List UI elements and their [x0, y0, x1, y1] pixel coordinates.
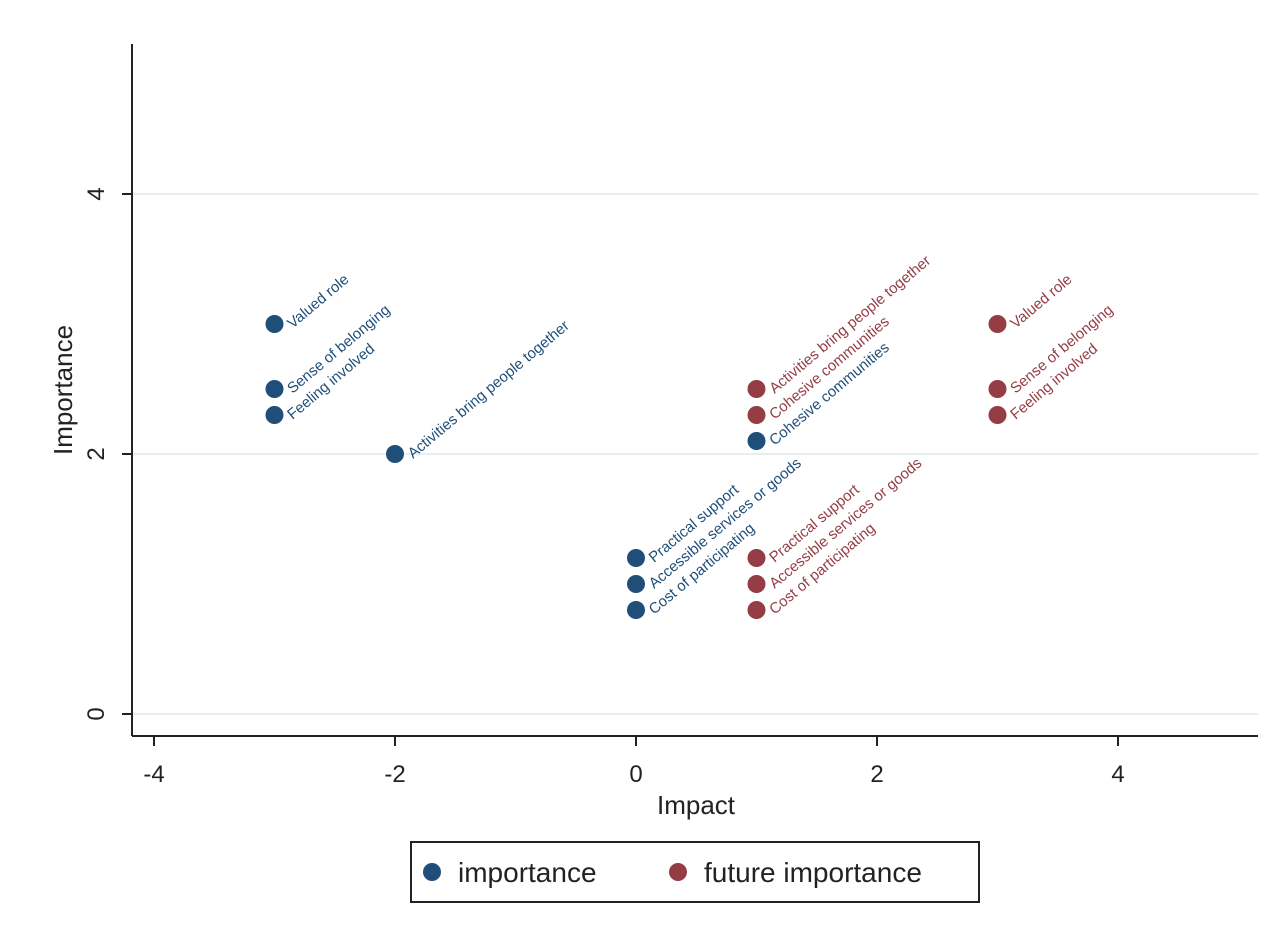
data-point	[627, 601, 645, 619]
data-point	[988, 315, 1007, 333]
data-point	[747, 406, 766, 424]
legend-marker-future-importance	[669, 863, 687, 881]
legend-box	[410, 841, 980, 903]
legend-marker-importance	[423, 863, 441, 881]
gridlines	[132, 193, 1258, 715]
data-point	[627, 549, 645, 567]
data-point	[988, 406, 1007, 424]
y-tick-label: 2	[83, 447, 110, 460]
x-axis-title: Impact	[657, 790, 736, 820]
data-point	[747, 575, 766, 593]
data-point	[747, 380, 766, 398]
data-point	[988, 380, 1007, 398]
legend-label-future-importance: future importance	[704, 857, 922, 888]
data-point	[747, 601, 766, 619]
data-point	[265, 406, 284, 424]
x-tick-label: -2	[384, 761, 405, 788]
ticks: 0 2 4 -4 -2 0 2 4	[83, 187, 1125, 788]
data-point	[386, 445, 404, 463]
legend-label-importance: importance	[458, 857, 597, 888]
legend: importance future importance	[410, 841, 980, 903]
data-point	[265, 315, 284, 333]
x-tick-label: 2	[870, 761, 883, 788]
x-tick-label: 4	[1111, 761, 1124, 788]
y-tick-label: 4	[83, 187, 110, 200]
x-tick-label: 0	[629, 761, 642, 788]
y-axis-title: Importance	[48, 325, 78, 455]
data-point	[747, 432, 766, 450]
axes	[131, 44, 1258, 737]
y-tick-label: 0	[83, 707, 110, 720]
x-tick-label: -4	[143, 761, 164, 788]
data-point	[747, 549, 766, 567]
data-point	[265, 380, 284, 398]
data-point	[627, 575, 645, 593]
